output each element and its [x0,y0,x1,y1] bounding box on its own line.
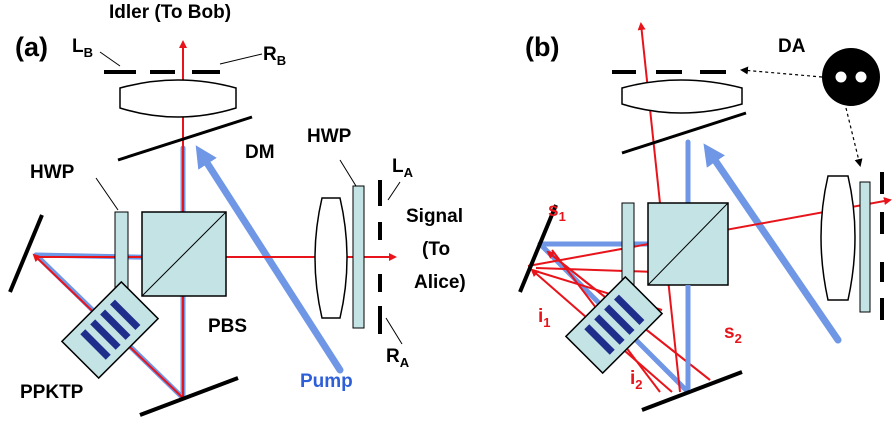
i1-label: i1 [538,306,551,330]
signal-label-1: Signal [406,206,463,227]
hwp-right-label: HWP [307,126,352,147]
panel-a: (a) Idler (To Bob) LB RB DM HWP HWP LA S… [8,2,466,417]
dichroic-mirror-b [621,111,747,155]
detector-aperture [822,48,880,106]
pbs-cube [141,211,227,297]
pbs-label: PBS [208,316,247,337]
panel-a-tag: (a) [15,32,48,62]
la-label: LA [392,156,414,180]
rb-label: RB [263,44,286,68]
signal-label-3: Alice) [414,272,466,293]
da-label: DA [778,36,806,57]
panel-b-tag: (b) [525,32,559,62]
signal-label-2: (To [422,239,450,260]
lens-top [119,79,237,118]
s2-label: s2 [724,322,742,346]
panel-b: (b) DA s1 s2 i1 i2 [518,22,892,412]
lens-right-b [820,175,856,301]
lb-label: LB [72,36,93,60]
mirror-left-b [518,204,558,293]
ppktp-crystal-b [564,275,664,375]
i2-label: i2 [630,368,643,392]
ppktp-label: PPKTP [20,382,84,403]
lens-right [314,197,348,319]
da-pointer-1 [740,66,823,78]
ppktp-crystal [60,280,160,380]
ra-label: RA [386,346,410,370]
hwp-right [352,185,365,329]
pump-label: Pump [300,371,353,392]
hwp-right-b [859,181,871,313]
mirror-bottom-b [641,370,743,412]
hwp-b [621,202,635,286]
pbs-cube-b [647,202,729,286]
lens-top-b [621,79,743,114]
mirror-bottom [139,376,239,417]
idler-label: Idler (To Bob) [109,2,231,23]
dichroic-mirror [117,115,253,162]
s1-label: s1 [548,200,566,224]
hwp-left-label: HWP [30,162,75,183]
da-pointer-2 [845,107,863,167]
mirror-left [8,214,44,293]
dm-label: DM [245,142,275,163]
